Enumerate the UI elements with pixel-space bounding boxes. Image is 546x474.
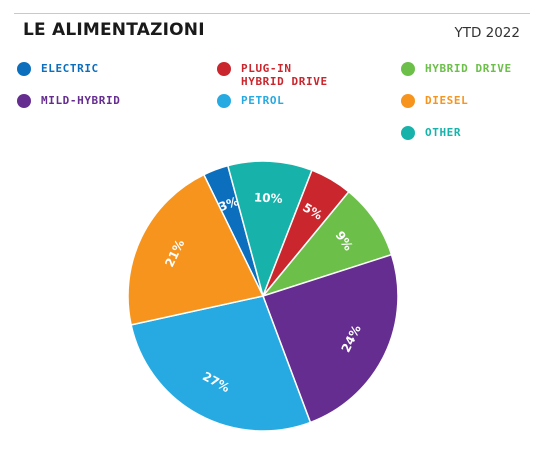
legend-item-petrol: PETROL — [217, 94, 284, 108]
top-divider — [14, 13, 530, 14]
legend-swatch-diesel — [401, 94, 415, 108]
pie-slice-label: 10% — [254, 190, 283, 206]
legend-swatch-electric — [17, 62, 31, 76]
legend-label-electric: ELECTRIC — [41, 62, 99, 75]
legend-label-mild-hybrid: MILD-HYBRID — [41, 94, 121, 107]
legend-label-plug-in-hybrid: PLUG-IN HYBRID DRIVE — [241, 62, 328, 88]
pie-slice-label: 3% — [217, 194, 241, 214]
legend-swatch-other — [401, 126, 415, 140]
legend-label-petrol: PETROL — [241, 94, 285, 107]
legend-item-other: OTHER — [401, 126, 461, 140]
legend-label-other: OTHER — [425, 126, 462, 139]
legend-item-diesel: DIESEL — [401, 94, 468, 108]
legend-label-diesel: DIESEL — [425, 94, 469, 107]
pie-slice-petrol — [130, 295, 312, 432]
legend-swatch-mild-hybrid — [17, 94, 31, 108]
legend-swatch-plug-in-hybrid — [217, 62, 231, 76]
pie-slice-diesel — [127, 173, 265, 326]
legend-item-hybrid-drive: HYBRID DRIVE — [401, 62, 512, 76]
pie-slice-mild-hybrid — [262, 253, 399, 424]
legend-item-mild-hybrid: MILD-HYBRID — [17, 94, 120, 108]
period-label: YTD 2022 — [454, 25, 520, 41]
legend-label-hybrid-drive: HYBRID DRIVE — [425, 62, 512, 75]
pie-slice-other — [226, 160, 313, 299]
legend-item-electric: ELECTRIC — [17, 62, 99, 76]
legend-swatch-hybrid-drive — [401, 62, 415, 76]
legend-item-plug-in-hybrid: PLUG-IN HYBRID DRIVE — [217, 62, 328, 88]
chart-title: LE ALIMENTAZIONI — [23, 20, 205, 40]
legend-swatch-petrol — [217, 94, 231, 108]
